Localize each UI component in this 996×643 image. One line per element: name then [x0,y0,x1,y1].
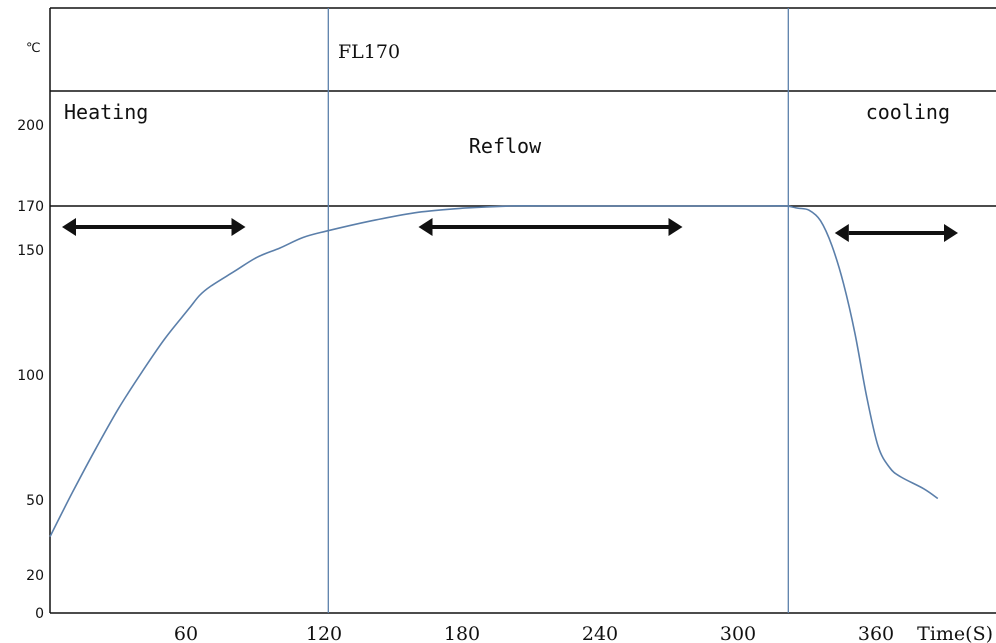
arrow-head-left [418,218,433,236]
arrow-head-left [62,218,76,236]
arrow-heating [62,218,246,236]
temperature-curve [49,205,939,538]
x-tick-240: 240 [582,623,618,643]
arrow-head-right [944,224,958,242]
region-label-heating: Heating [64,100,148,124]
x-tick-60: 60 [174,623,198,643]
y-tick-200: 200 [17,118,44,134]
y-tick-0: 0 [35,606,44,622]
arrow-reflow [418,218,683,236]
phase-arrows [62,218,958,242]
y-tick-150: 150 [17,243,44,259]
arrow-head-right [668,218,683,236]
y-tick-50: 50 [26,493,44,509]
phase-region-labels: Heating Reflow cooling [64,100,950,158]
arrow-cooling [834,224,958,242]
arrow-head-right [231,218,246,236]
chart-frame [49,7,996,614]
y-tick-labels: 0 20 50 100 150 170 200 [17,118,44,622]
x-axis-label: Time(S) [917,623,993,643]
region-label-reflow: Reflow [469,134,542,158]
y-tick-170: 170 [17,199,44,215]
chart-title: FL170 [338,41,400,63]
y-unit-label: ℃ [26,41,41,56]
x-tick-180: 180 [444,623,480,643]
arrow-head-left [834,224,849,242]
y-tick-100: 100 [17,368,44,384]
y-tick-20: 20 [26,568,44,584]
region-label-cooling: cooling [866,100,950,124]
phase-dividers [327,8,789,613]
x-tick-120: 120 [306,623,342,643]
x-tick-labels: 60 120 180 240 300 360 [174,623,894,643]
x-tick-360: 360 [858,623,894,643]
x-tick-300: 300 [720,623,756,643]
